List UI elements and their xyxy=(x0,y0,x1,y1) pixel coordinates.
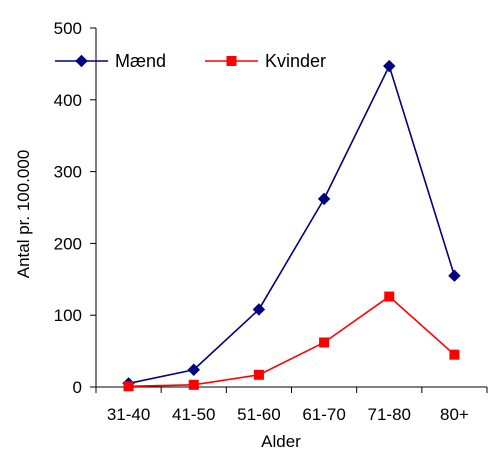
series-2 xyxy=(123,291,460,392)
y-tick-label: 500 xyxy=(54,19,82,38)
data-point xyxy=(188,379,199,390)
legend-label: Kvinder xyxy=(265,51,326,71)
legend-marker xyxy=(226,56,237,66)
x-tick-label: 41-50 xyxy=(172,405,215,424)
x-tick-label: 61-70 xyxy=(302,405,345,424)
data-point xyxy=(319,337,330,348)
x-tick-label: 31-40 xyxy=(107,405,150,424)
series-line xyxy=(128,295,455,388)
x-axis-title: Alder xyxy=(261,432,301,451)
legend-marker xyxy=(75,54,88,68)
y-tick-label: 200 xyxy=(54,234,82,253)
x-tick-label: 51-60 xyxy=(237,405,280,424)
tick-labels: 0 100 200 300 400 500 31-40 41-50 51-60 61-70 71-8… xyxy=(54,19,469,424)
legend: Mænd Kvinder xyxy=(55,51,326,71)
data-point xyxy=(252,303,266,316)
data-point xyxy=(253,369,264,380)
series-1 xyxy=(122,59,461,390)
data-point xyxy=(317,192,331,206)
series-line xyxy=(128,63,456,385)
x-tick-label: 80+ xyxy=(440,405,469,424)
y-tick-label: 300 xyxy=(54,163,82,182)
data-point xyxy=(384,291,395,302)
data-point xyxy=(187,363,200,376)
x-tick-label: 71-80 xyxy=(368,405,411,424)
axes xyxy=(90,27,488,393)
y-tick-label: 100 xyxy=(54,306,82,325)
legend-label: Mænd xyxy=(115,51,166,71)
data-point xyxy=(449,349,460,360)
y-tick-label: 0 xyxy=(73,378,82,397)
legend-item: Mænd xyxy=(55,51,166,71)
series-group xyxy=(122,59,461,392)
data-point xyxy=(383,59,396,73)
data-point xyxy=(448,269,461,282)
y-tick-label: 400 xyxy=(54,91,82,110)
legend-item: Kvinder xyxy=(205,51,326,71)
data-point xyxy=(123,381,134,392)
y-axis-title: Antal pr. 100.000 xyxy=(14,150,33,279)
